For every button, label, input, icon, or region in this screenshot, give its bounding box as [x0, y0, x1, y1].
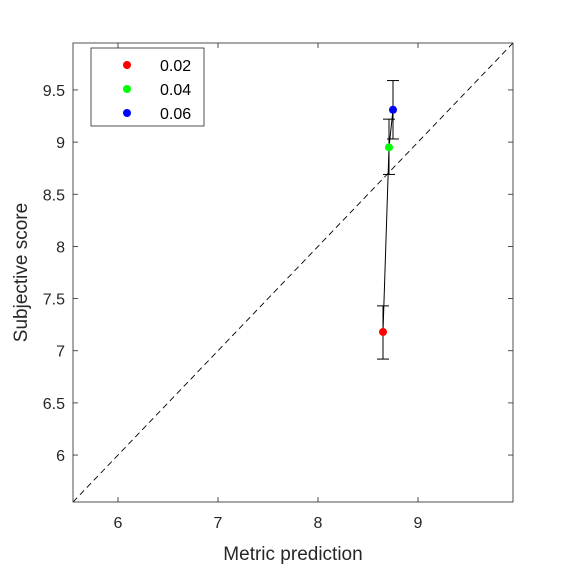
axes-layer: 6 7 8 9 6 6.5 7 7.5 8 8.5 9 9.5: [43, 42, 514, 532]
axes-box: [72, 42, 514, 503]
x-tick-label: 8: [314, 515, 323, 532]
legend-marker: [123, 85, 131, 93]
y-tick-label: 8.5: [43, 187, 65, 204]
legend-label: 0.04: [160, 82, 191, 99]
y-tick-label: 8: [56, 239, 65, 256]
data-point-2: [385, 143, 393, 152]
legend-marker: [123, 109, 131, 117]
legend-entry-2: 0.04: [123, 82, 191, 99]
diagonal-reference-line: [73, 43, 513, 502]
x-axis-label: Metric prediction: [223, 544, 362, 565]
legend-entry-1: 0.02: [123, 58, 191, 75]
x-tick-label: 7: [214, 515, 223, 532]
x-tick-label: 9: [414, 515, 423, 532]
plot-layer: [73, 43, 513, 502]
y-tick-label: 7.5: [43, 292, 65, 309]
legend-label: 0.02: [160, 58, 191, 75]
y-tick-label: 9: [56, 135, 65, 152]
y-tick-label: 9.5: [43, 83, 65, 100]
legend-box: [90, 47, 205, 127]
legend: 0.02 0.04 0.06: [90, 47, 205, 127]
data-point-1: [379, 327, 387, 336]
y-tick-label: 6.5: [43, 396, 65, 413]
legend-label: 0.06: [160, 106, 191, 123]
data-point-3: [389, 105, 397, 114]
legend-entry-3: 0.06: [123, 106, 191, 123]
y-axis-label: Subjective score: [11, 203, 32, 342]
y-tick-label: 6: [56, 448, 65, 465]
x-tick-label: 6: [114, 515, 123, 532]
legend-marker: [123, 61, 131, 69]
y-tick-label: 7: [56, 344, 65, 361]
